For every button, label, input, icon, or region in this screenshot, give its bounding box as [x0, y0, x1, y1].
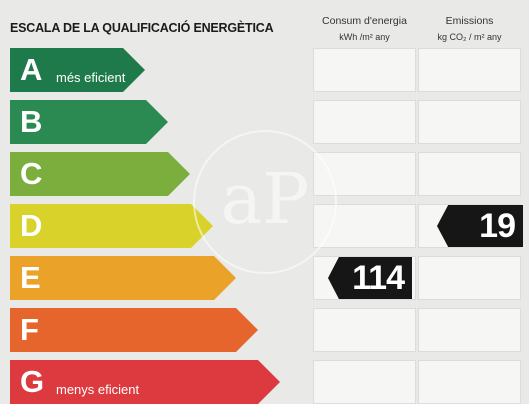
rating-letter: D — [20, 208, 43, 243]
rating-letter: E — [20, 260, 41, 295]
consumption-value-badge: 114 — [328, 257, 412, 299]
grid-cell — [418, 152, 521, 196]
grid-cell — [418, 256, 521, 300]
emissions-header-label: Emissions — [445, 15, 494, 27]
rating-caption: més eficient — [56, 70, 126, 85]
rating-letter: C — [20, 156, 43, 191]
watermark-logo: aP — [193, 130, 337, 274]
consumption-column-header: Consum d'energia kWh /m² any — [313, 13, 416, 45]
rating-letter: F — [20, 312, 39, 347]
rating-bar-d: D — [10, 204, 213, 248]
emissions-column-header: Emissions kg CO₂ / m² any — [418, 13, 521, 45]
scale-title: ESCALA DE LA QUALIFICACIÓ ENERGÈTICA — [10, 21, 274, 35]
rating-bar-c: C — [10, 152, 190, 196]
grid-cell — [418, 308, 521, 352]
grid-cell — [313, 308, 416, 352]
grid-cell — [418, 100, 521, 144]
consumption-header-label: Consum d'energia — [322, 15, 407, 27]
emissions-header-unit: kg CO₂ / m² any — [437, 32, 502, 42]
grid-cell — [313, 48, 416, 92]
consumption-header-unit: kWh /m² any — [339, 32, 390, 42]
rating-caption: menys eficient — [56, 382, 140, 397]
rating-bar-b: B — [10, 100, 168, 144]
emissions-value-badge: 19 — [437, 205, 523, 247]
rating-bar-e: E — [10, 256, 236, 300]
rating-letter: A — [20, 52, 43, 87]
rating-bar-f: F — [10, 308, 258, 352]
rating-letter: B — [20, 104, 43, 139]
grid-cell — [313, 360, 416, 404]
grid-cell — [418, 360, 521, 404]
rating-letter: G — [20, 364, 45, 399]
grid-cell — [313, 100, 416, 144]
grid-cell — [418, 48, 521, 92]
